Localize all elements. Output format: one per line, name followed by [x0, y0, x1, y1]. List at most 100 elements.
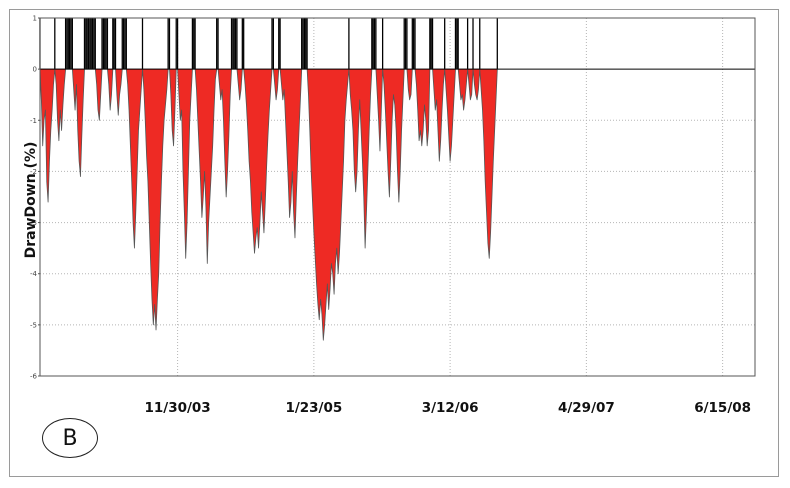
recovery-bar — [271, 18, 273, 70]
recovery-bar — [124, 18, 126, 70]
recovery-bar — [372, 18, 374, 70]
x-tick-label: 6/15/08 — [694, 400, 751, 416]
recovery-bar — [414, 18, 416, 70]
recovery-bar — [54, 18, 56, 70]
recovery-bar — [121, 18, 123, 70]
recovery-bar — [279, 18, 281, 70]
recovery-bar — [272, 18, 274, 70]
recovery-bar — [373, 18, 376, 70]
recovery-bar — [93, 18, 95, 70]
recovery-bar — [90, 18, 92, 70]
recovery-bar — [168, 18, 171, 70]
recovery-bar — [105, 18, 107, 70]
recovery-bar — [404, 18, 407, 70]
recovery-bar — [429, 18, 431, 70]
recovery-bar — [101, 18, 103, 70]
recovery-bar — [71, 18, 73, 70]
recovery-bar — [472, 18, 474, 70]
recovery-bar — [444, 18, 446, 70]
recovery-bar — [67, 18, 69, 70]
recovery-bar — [381, 18, 384, 70]
recovery-bar — [69, 18, 71, 70]
recovery-bar — [83, 18, 86, 70]
x-tick-label: 1/23/05 — [285, 400, 342, 416]
y-tick-label: -4 — [30, 270, 38, 278]
recovery-bar — [64, 18, 67, 70]
x-tick-label: 11/30/03 — [144, 400, 210, 416]
recovery-bar — [457, 18, 459, 70]
recovery-bar — [413, 18, 415, 70]
recovery-bar — [167, 18, 169, 70]
recovery-bar — [454, 18, 457, 70]
y-tick-label: -3 — [30, 219, 37, 227]
recovery-bar — [176, 18, 179, 70]
figure-frame — [9, 9, 779, 477]
recovery-bar — [175, 18, 177, 70]
recovery-bar — [403, 18, 405, 70]
recovery-bar — [278, 18, 280, 70]
recovery-bar — [375, 18, 377, 70]
recovery-bar — [191, 18, 194, 70]
x-tick-label: 4/29/07 — [558, 400, 615, 416]
recovery-bar — [232, 18, 234, 70]
recovery-bar — [102, 18, 105, 70]
y-tick-label: -1 — [30, 117, 37, 125]
recovery-bar — [141, 18, 144, 70]
y-tick-label: 1 — [33, 15, 37, 23]
recovery-bar — [303, 18, 306, 70]
recovery-bar — [194, 18, 196, 70]
recovery-bar — [479, 18, 481, 70]
y-tick-label: -6 — [30, 373, 38, 381]
recovery-bar — [243, 18, 245, 70]
recovery-bar — [241, 18, 243, 70]
recovery-bar — [112, 18, 114, 70]
recovery-bar — [87, 18, 90, 70]
recovery-bar — [193, 18, 195, 70]
recovery-bar — [302, 18, 304, 70]
recovery-bar — [466, 18, 469, 70]
recovery-bar — [371, 18, 373, 70]
panel-label: B — [42, 418, 98, 458]
recovery-bar — [216, 18, 218, 70]
recovery-bar — [113, 18, 115, 70]
y-tick-label: 0 — [33, 66, 37, 74]
x-tick-label: 3/12/06 — [422, 400, 479, 416]
recovery-bar — [306, 18, 308, 70]
plot-border — [39, 17, 756, 377]
recovery-bar — [86, 18, 88, 70]
recovery-bar — [301, 18, 303, 70]
recovery-bar — [217, 18, 219, 70]
recovery-bar — [106, 18, 109, 70]
recovery-bar — [66, 18, 68, 70]
recovery-bar — [236, 18, 238, 70]
recovery-bar — [91, 18, 94, 70]
recovery-bar — [496, 18, 498, 70]
recovery-bar — [431, 18, 434, 70]
recovery-bar — [411, 18, 413, 70]
recovery-bar — [125, 18, 127, 70]
recovery-bar — [85, 18, 87, 70]
axes-layer: 1 0 -1 -2 -3 -4 -5 -6 11/30/03 1/23/05 3/12/06 4/29… — [30, 15, 756, 416]
recovery-bar — [122, 18, 125, 70]
recovery-bar — [233, 18, 235, 70]
drawdown-area — [39, 68, 498, 341]
drawdown-area-layer — [39, 68, 498, 341]
y-tick-label: -2 — [30, 168, 37, 176]
recovery-bar — [348, 18, 350, 70]
recovery-bar — [89, 18, 91, 70]
recovery-bars — [39, 18, 498, 70]
recovery-bar — [430, 18, 432, 70]
recovery-bar — [406, 18, 408, 70]
recovery-bar — [230, 18, 233, 70]
y-axis-label: DrawDown (%) — [23, 142, 39, 259]
recovery-bar — [234, 18, 237, 70]
recovery-bar — [70, 18, 72, 70]
recovery-bar — [104, 18, 106, 70]
recovery-bar — [456, 18, 458, 70]
recovery-bar — [305, 18, 307, 70]
recovery-bar — [114, 18, 117, 70]
recovery-bar — [94, 18, 96, 70]
y-tick-label: -5 — [30, 321, 37, 329]
